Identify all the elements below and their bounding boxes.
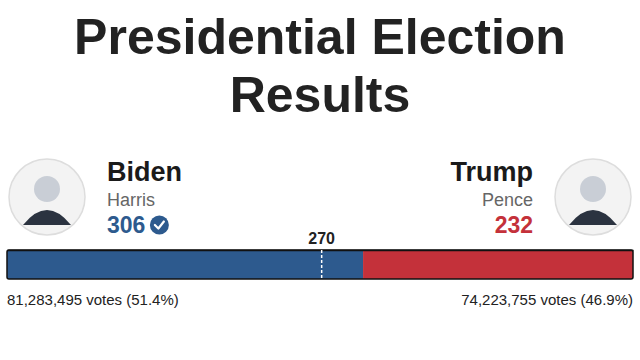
running-mate: Pence	[482, 190, 533, 210]
bar-segment	[363, 250, 633, 279]
winner-check	[150, 216, 169, 235]
electoral-votes: 232	[495, 212, 533, 238]
title-line: Results	[230, 67, 411, 123]
x-axis: 270	[8, 230, 634, 279]
tick-mark	[321, 250, 323, 279]
candidate-name: Trump	[450, 157, 533, 187]
avatar	[555, 159, 631, 235]
avatar-body	[23, 210, 71, 225]
avatar-head	[34, 176, 60, 202]
bar-segment	[7, 250, 363, 279]
avatar-head	[580, 176, 606, 202]
avatar-body	[569, 210, 617, 225]
winner-check-mark	[155, 222, 164, 229]
avatar	[9, 159, 85, 235]
title-line: Presidential Election	[74, 9, 566, 65]
tick: 270	[308, 230, 335, 279]
avatar-frame	[9, 159, 85, 235]
tick-label: 270	[308, 230, 335, 247]
axis-line	[8, 250, 634, 252]
plot-frame	[7, 250, 633, 279]
popular-votes: 81,283,495 votes (51.4%)	[7, 291, 179, 308]
chart: Presidential ElectionResults 270 Biden Harr…	[0, 0, 640, 360]
title: Presidential ElectionResults	[74, 9, 566, 123]
candidate-name: Biden	[107, 157, 182, 187]
avatar-frame	[555, 159, 631, 235]
popular-votes: 74,223,755 votes (46.9%)	[461, 291, 633, 308]
bars	[7, 250, 633, 279]
winner-check-circle	[150, 216, 169, 235]
electoral-votes: 306	[107, 212, 145, 238]
running-mate: Harris	[107, 190, 155, 210]
